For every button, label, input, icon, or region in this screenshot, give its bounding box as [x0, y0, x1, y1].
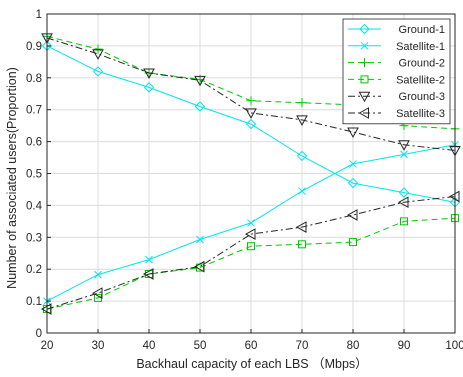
y-tick-label: 0.8 — [26, 73, 42, 85]
legend-label: Ground-1 — [399, 24, 445, 36]
x-tick-label: 90 — [398, 340, 411, 352]
legend-label: Ground-3 — [399, 91, 445, 103]
x-tick-label: 30 — [92, 340, 105, 352]
x-tick-label: 100 — [445, 340, 463, 352]
legend-label: Satellite-2 — [396, 74, 445, 86]
legend: Ground-1 Satellite-1 Ground-2 Satellite-2 Gr… — [343, 19, 450, 124]
legend-label: Satellite-3 — [396, 108, 445, 120]
y-axis-label: Number of associated users(Proportion) — [5, 67, 19, 289]
x-tick-label: 50 — [194, 340, 207, 352]
legend-label: Satellite-1 — [396, 41, 445, 53]
y-tick-label: 0.9 — [26, 41, 42, 53]
y-tick-label: 0.2 — [26, 264, 42, 276]
y-tick-label: 0.6 — [26, 137, 42, 149]
x-axis-label: Backhaul capacity of each LBS （Mbps） — [136, 357, 367, 371]
y-tick-label: 1 — [36, 9, 42, 21]
y-tick-label: 0.3 — [26, 232, 42, 244]
y-tick-label: 0 — [36, 328, 42, 340]
y-tick-label: 0.5 — [26, 169, 42, 181]
y-tick-label: 0.7 — [26, 105, 42, 117]
y-tick-label: 0.1 — [26, 296, 42, 308]
x-tick-label: 40 — [143, 340, 156, 352]
x-tick-label: 80 — [347, 340, 360, 352]
legend-label: Ground-2 — [399, 58, 445, 70]
x-tick-label: 20 — [41, 340, 54, 352]
x-tick-label: 70 — [296, 340, 309, 352]
x-tick-label: 60 — [245, 340, 258, 352]
y-tick-label: 0.4 — [26, 200, 43, 212]
